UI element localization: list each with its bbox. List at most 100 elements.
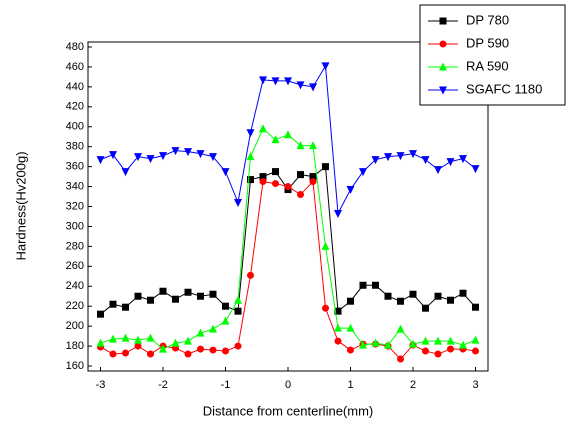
marker: [359, 340, 367, 349]
marker: [122, 303, 129, 311]
marker: [109, 334, 117, 343]
marker: [209, 153, 217, 162]
x-tick-label: 1: [347, 379, 353, 391]
x-tick-label: 2: [410, 379, 416, 391]
marker: [196, 328, 205, 337]
marker: [422, 347, 429, 355]
marker: [447, 296, 454, 304]
marker: [184, 148, 192, 157]
marker: [347, 297, 354, 305]
marker: [272, 180, 279, 188]
marker: [384, 153, 392, 162]
marker: [296, 141, 305, 150]
marker: [284, 130, 292, 139]
marker: [159, 152, 167, 161]
marker: [439, 62, 447, 71]
marker: [359, 168, 367, 177]
marker: [209, 290, 217, 298]
marker: [109, 151, 117, 160]
marker: [321, 62, 330, 71]
y-tick-label: 180: [66, 340, 84, 352]
y-tick-label: 420: [66, 101, 84, 113]
marker: [334, 307, 342, 315]
marker: [434, 166, 442, 175]
marker: [96, 338, 105, 347]
marker: [446, 158, 455, 167]
marker: [222, 302, 229, 310]
marker: [434, 350, 442, 358]
legend-label: DP 590: [466, 35, 509, 50]
marker: [459, 340, 467, 349]
marker: [147, 296, 154, 304]
marker: [346, 323, 355, 332]
legend-label: DP 780: [466, 12, 509, 27]
marker: [97, 310, 104, 318]
marker: [359, 281, 367, 289]
x-tick-label: -1: [221, 379, 231, 391]
marker: [371, 156, 380, 165]
marker: [172, 295, 179, 303]
marker: [409, 339, 417, 348]
marker: [271, 135, 280, 144]
y-tick-label: 380: [66, 141, 84, 153]
marker: [259, 124, 267, 133]
y-tick-label: 240: [66, 280, 84, 292]
marker: [421, 336, 430, 345]
series-line: [100, 180, 476, 360]
marker: [171, 338, 180, 347]
y-tick-label: 460: [66, 61, 84, 73]
legend-label: RA 590: [466, 58, 509, 73]
marker: [397, 355, 404, 363]
y-tick-label: 160: [66, 360, 84, 372]
y-tick-label: 440: [66, 81, 84, 93]
marker: [297, 171, 304, 179]
x-tick-label: 0: [285, 379, 291, 391]
marker: [234, 307, 242, 315]
x-tick-label: -3: [96, 379, 106, 391]
y-tick-label: 220: [66, 300, 84, 312]
marker: [397, 297, 404, 305]
marker: [309, 178, 317, 186]
marker: [197, 292, 204, 300]
marker: [246, 129, 255, 138]
marker: [421, 156, 430, 165]
marker: [147, 350, 154, 358]
marker: [247, 271, 254, 279]
marker: [439, 40, 447, 48]
marker: [197, 345, 204, 353]
marker: [134, 153, 142, 162]
marker: [209, 346, 217, 354]
marker: [259, 173, 267, 181]
marker: [247, 176, 254, 184]
x-tick-label: 3: [472, 379, 478, 391]
y-tick-label: 300: [66, 220, 84, 232]
marker: [134, 335, 142, 344]
marker: [434, 292, 442, 300]
marker: [296, 81, 305, 90]
marker: [246, 152, 255, 161]
y-axis-label: Hardness(Hv200g): [13, 151, 28, 260]
marker: [134, 292, 142, 300]
marker: [396, 152, 405, 161]
marker: [384, 340, 392, 349]
marker: [297, 191, 304, 199]
marker: [259, 178, 267, 186]
marker: [221, 316, 230, 325]
marker: [472, 303, 479, 311]
marker: [346, 186, 355, 195]
marker: [439, 17, 447, 25]
marker: [309, 141, 317, 150]
marker: [234, 295, 242, 304]
marker: [384, 292, 392, 300]
marker: [446, 336, 455, 345]
marker: [284, 77, 292, 86]
legend-label: SGAFC 1180: [466, 81, 542, 96]
marker: [184, 288, 192, 296]
marker: [447, 345, 454, 353]
marker: [321, 241, 330, 250]
marker: [234, 199, 242, 208]
marker: [159, 287, 167, 295]
marker: [409, 150, 417, 159]
